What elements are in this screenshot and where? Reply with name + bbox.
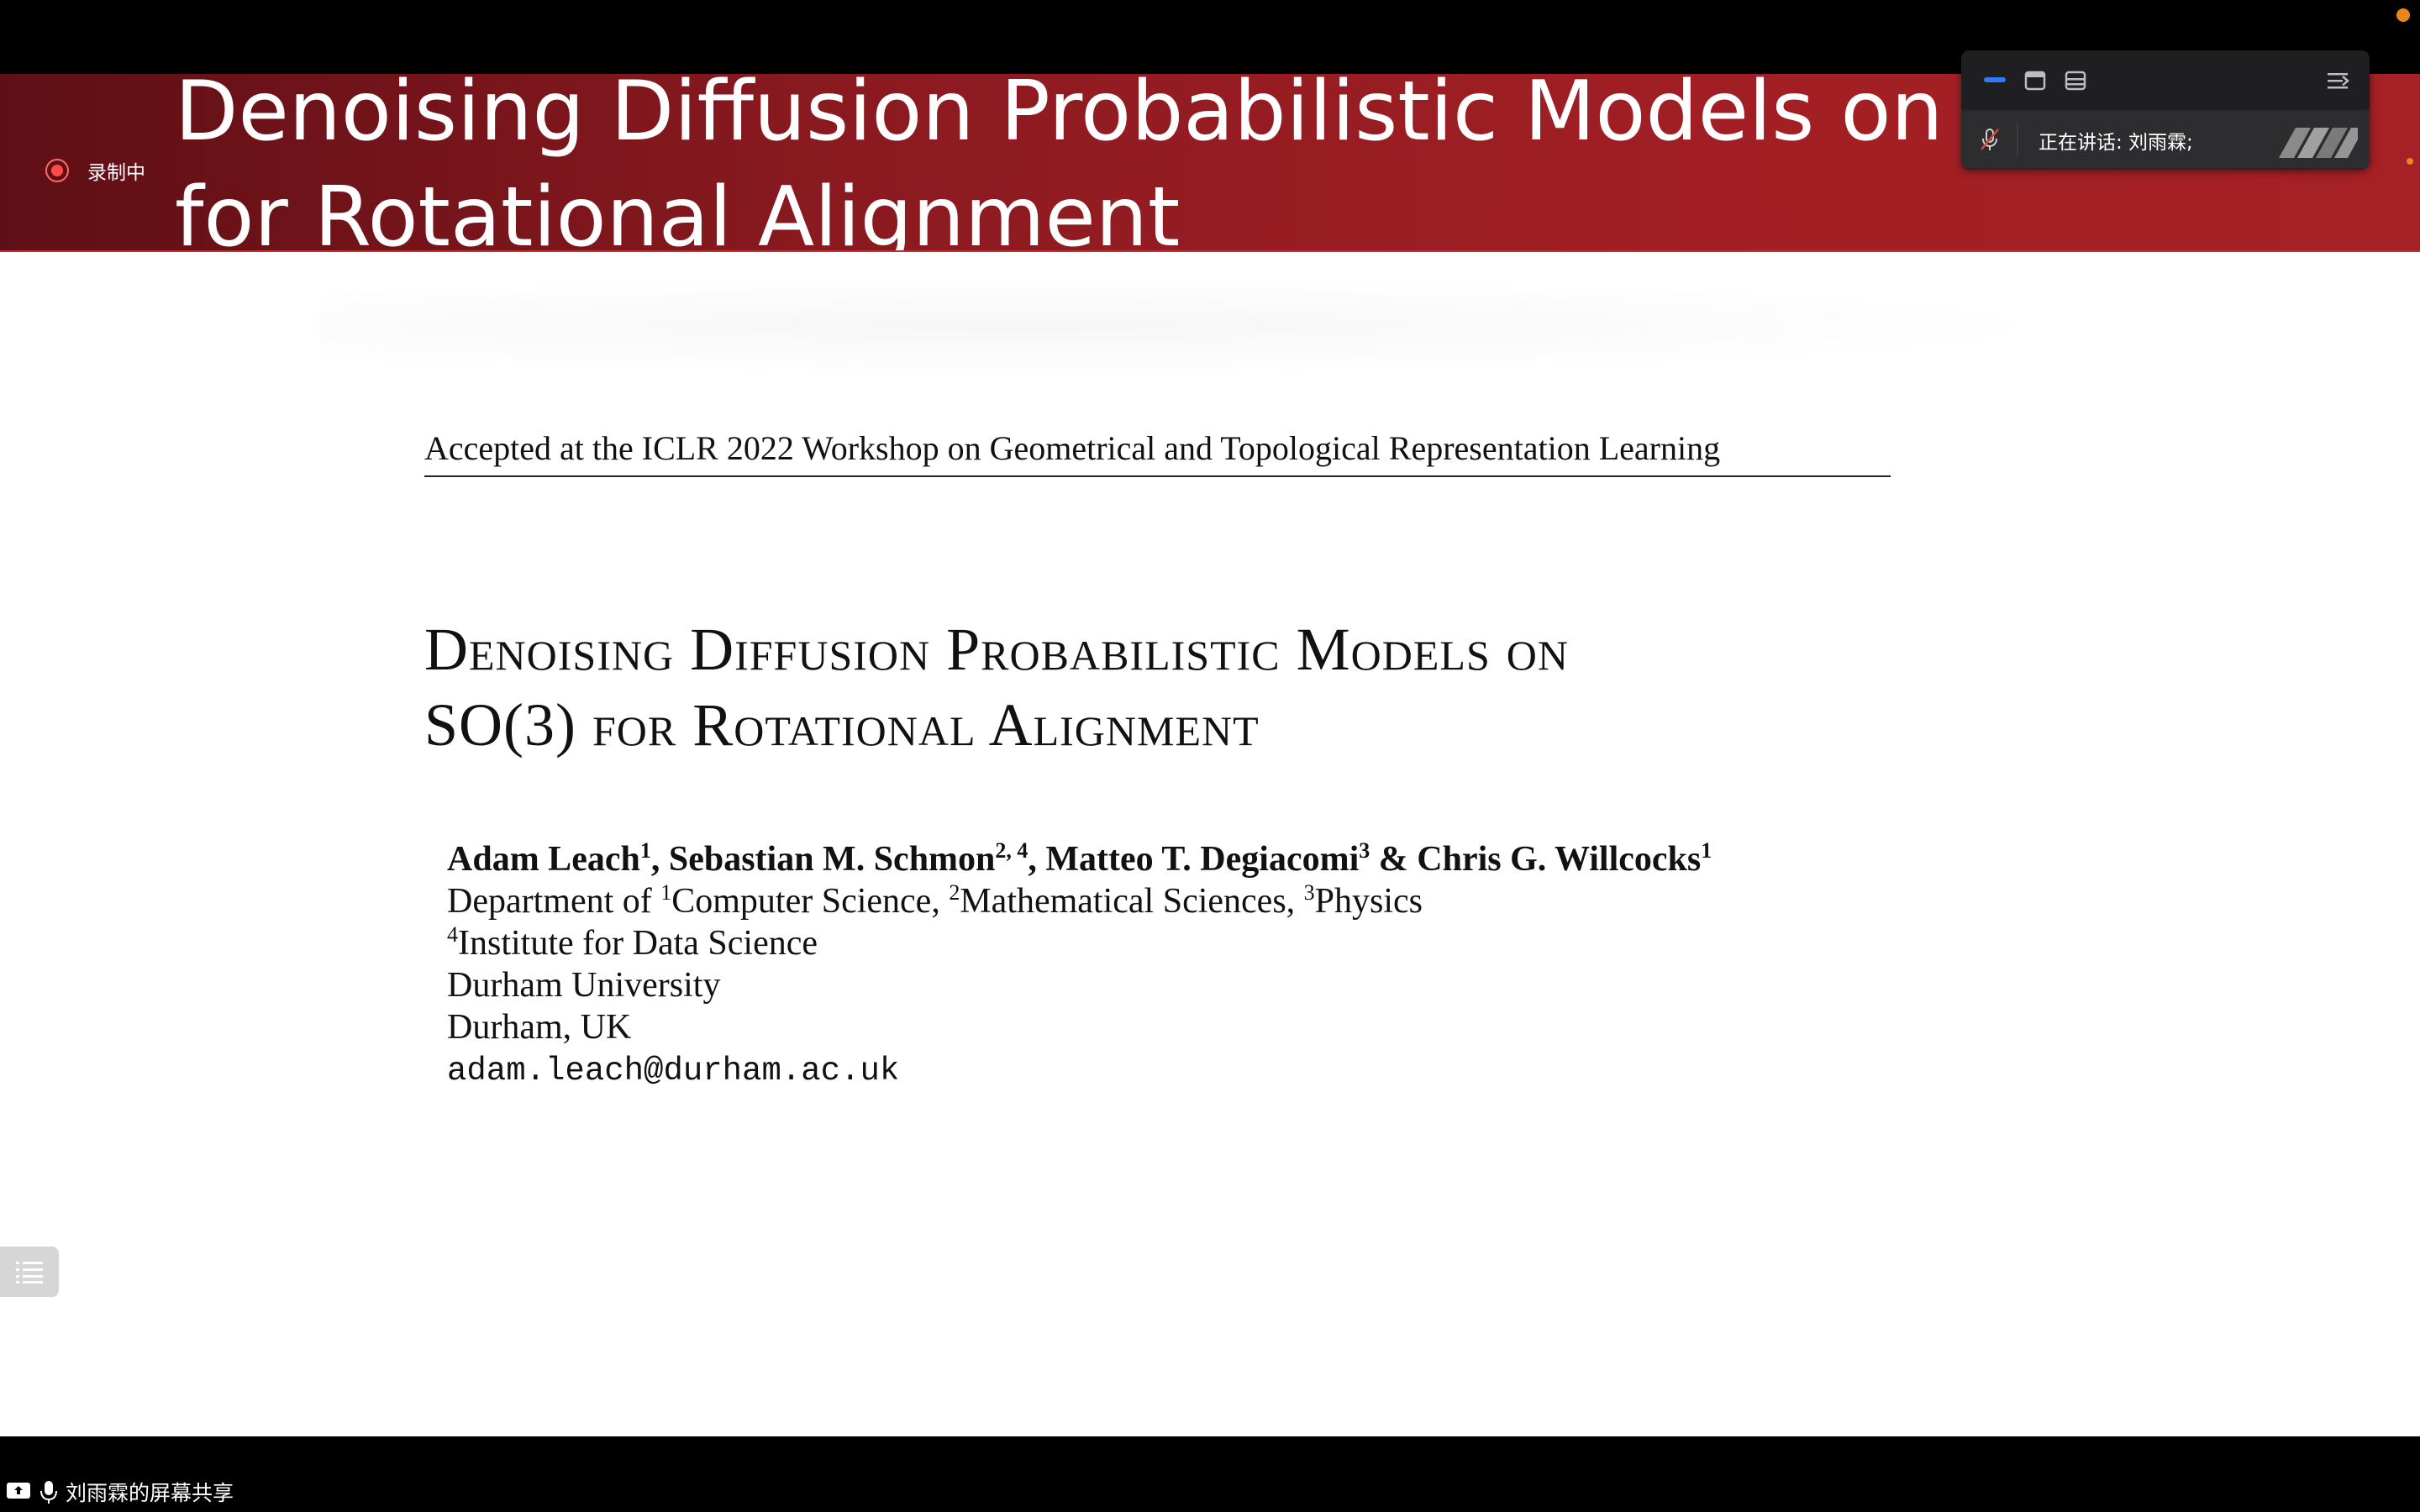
window-icon — [2024, 71, 2046, 91]
university-line: Durham University — [447, 966, 721, 1005]
screen-share-icon — [7, 1483, 30, 1499]
author-name: Chris G. Willcocks — [1417, 840, 1702, 879]
speaker-divider — [2017, 123, 2018, 156]
panel-toolbar — [1961, 50, 2370, 109]
paper-title: Denoising Diffusion Probabilistic Models… — [424, 616, 1569, 759]
slide-banner: Denoising Diffusion Probabilistic Models… — [0, 74, 2420, 252]
author-name: Matteo T. Degiacomi — [1045, 840, 1360, 879]
annotation-dot — [2407, 158, 2413, 165]
paper-page: Accepted at the ICLR 2022 Workshop on Ge… — [0, 74, 2420, 1436]
camera-indicator-dot — [2396, 8, 2410, 22]
conference-header: Accepted at the ICLR 2022 Workshop on Ge… — [424, 427, 1891, 477]
author-names: Adam Leach1, Sebastian M. Schmon2, 4, Ma… — [447, 838, 1960, 880]
banner-title: Denoising Diffusion Probabilistic Models… — [175, 74, 1944, 252]
dept-name: Mathematical Sciences, — [960, 882, 1304, 921]
author-name: Sebastian M. Schmon — [668, 840, 996, 879]
speaker-video-thumbnail[interactable] — [2279, 123, 2358, 158]
active-speaker-row: 正在讲话: 刘雨霖; — [1961, 111, 2370, 168]
institute-name: Institute for Data Science — [458, 924, 818, 963]
dept-name: Physics — [1314, 882, 1423, 921]
author-block: Adam Leach1, Sebastian M. Schmon2, 4, Ma… — [447, 838, 1960, 1092]
window-mode-button[interactable] — [2020, 66, 2050, 96]
muted-mic-icon — [1981, 129, 1999, 150]
gallery-icon — [2065, 71, 2086, 91]
toc-list-icon — [16, 1262, 43, 1284]
record-icon — [45, 159, 69, 182]
faded-background-text — [319, 276, 2084, 376]
speaking-now-label: 正在讲话: 刘雨霖; — [2039, 132, 2193, 154]
shared-slide: Denoising Diffusion Probabilistic Models… — [0, 74, 2420, 1436]
collapse-panel-button[interactable] — [2323, 66, 2353, 96]
speaker-view-button[interactable] — [1980, 66, 2010, 96]
departments-line: Department of 1Computer Science, 2Mathem… — [447, 880, 1960, 922]
author-affiliation-mark: 3 — [1359, 838, 1370, 863]
author-affiliation-mark: 1 — [1701, 838, 1712, 863]
author-email: adam.leach@durham.ac.uk — [447, 1053, 900, 1089]
floating-meeting-panel: 正在讲话: 刘雨霖; — [1961, 50, 2370, 170]
institute-mark: 4 — [447, 922, 458, 947]
dept-mark: 2 — [949, 880, 960, 905]
share-label: 刘雨霖的屏幕共享 — [66, 1481, 234, 1505]
recording-indicator[interactable]: 录制中 — [45, 158, 145, 184]
dept-prefix: Department of — [447, 882, 661, 921]
gallery-view-button[interactable] — [2060, 66, 2091, 96]
dept-name: Computer Science, — [671, 882, 950, 921]
speaker-view-icon — [1984, 77, 2006, 82]
author-separator: , — [1028, 840, 1046, 879]
screen-share-indicator[interactable]: 刘雨霖的屏幕共享 — [5, 1477, 234, 1507]
mic-icon — [40, 1481, 57, 1504]
author-affiliation-mark: 1 — [639, 838, 651, 863]
author-separator: & — [1370, 840, 1418, 879]
author-name: Adam Leach — [447, 840, 640, 879]
bottom-status-bar — [0, 1436, 2420, 1512]
table-of-contents-button[interactable] — [0, 1247, 59, 1297]
author-separator: , — [650, 840, 669, 879]
dept-mark: 1 — [660, 880, 672, 905]
location-line: Durham, UK — [447, 1008, 632, 1047]
author-affiliation-mark: 2, 4 — [995, 838, 1028, 863]
institute-line: 4Institute for Data Science — [447, 922, 1960, 964]
collapse-icon — [2328, 73, 2349, 89]
dept-mark: 3 — [1303, 880, 1315, 905]
recording-label: 录制中 — [87, 162, 145, 184]
